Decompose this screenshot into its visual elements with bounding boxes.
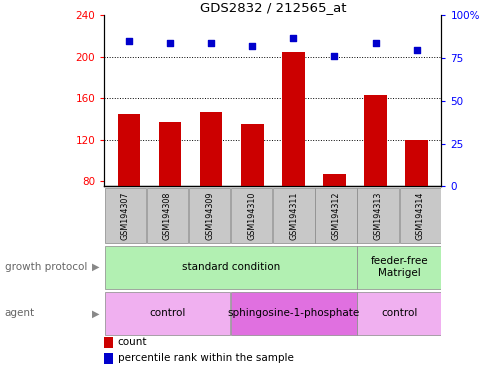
Text: sphingosine-1-phosphate: sphingosine-1-phosphate xyxy=(227,308,359,318)
Bar xyxy=(363,95,386,186)
Point xyxy=(125,38,133,44)
Text: GSM194314: GSM194314 xyxy=(415,191,424,240)
Text: control: control xyxy=(380,308,417,318)
Bar xyxy=(322,174,345,186)
Point xyxy=(330,53,338,60)
Point xyxy=(289,35,297,41)
Point xyxy=(248,43,256,49)
FancyBboxPatch shape xyxy=(230,291,356,335)
Text: GSM194309: GSM194309 xyxy=(205,191,213,240)
Text: agent: agent xyxy=(5,308,35,318)
FancyBboxPatch shape xyxy=(399,187,440,243)
Bar xyxy=(282,51,304,186)
Bar xyxy=(241,124,263,186)
FancyBboxPatch shape xyxy=(105,187,146,243)
FancyBboxPatch shape xyxy=(230,187,272,243)
Text: standard condition: standard condition xyxy=(181,262,279,272)
Text: ▶: ▶ xyxy=(92,262,99,272)
Text: percentile rank within the sample: percentile rank within the sample xyxy=(118,353,293,363)
Bar xyxy=(405,140,427,186)
Text: GSM194312: GSM194312 xyxy=(331,191,340,240)
Text: GSM194311: GSM194311 xyxy=(289,191,298,240)
Text: GSM194310: GSM194310 xyxy=(247,191,256,240)
Point xyxy=(166,40,174,46)
FancyBboxPatch shape xyxy=(357,187,398,243)
Text: ▶: ▶ xyxy=(92,308,99,318)
FancyBboxPatch shape xyxy=(315,187,356,243)
Point xyxy=(371,40,378,46)
FancyBboxPatch shape xyxy=(105,291,230,335)
FancyBboxPatch shape xyxy=(357,291,440,335)
Text: feeder-free
Matrigel: feeder-free Matrigel xyxy=(370,257,427,278)
Text: GSM194307: GSM194307 xyxy=(121,191,130,240)
Text: GSM194308: GSM194308 xyxy=(163,191,172,240)
Bar xyxy=(158,122,181,186)
FancyBboxPatch shape xyxy=(357,245,440,289)
Point xyxy=(207,40,214,46)
Bar xyxy=(118,114,140,186)
Text: GSM194313: GSM194313 xyxy=(373,191,382,240)
FancyBboxPatch shape xyxy=(105,245,356,289)
Text: control: control xyxy=(149,308,185,318)
Bar xyxy=(199,112,222,186)
FancyBboxPatch shape xyxy=(147,187,188,243)
Text: growth protocol: growth protocol xyxy=(5,262,87,272)
FancyBboxPatch shape xyxy=(189,187,230,243)
Text: count: count xyxy=(118,337,147,347)
Title: GDS2832 / 212565_at: GDS2832 / 212565_at xyxy=(199,1,346,14)
FancyBboxPatch shape xyxy=(272,187,314,243)
Point xyxy=(412,46,420,53)
